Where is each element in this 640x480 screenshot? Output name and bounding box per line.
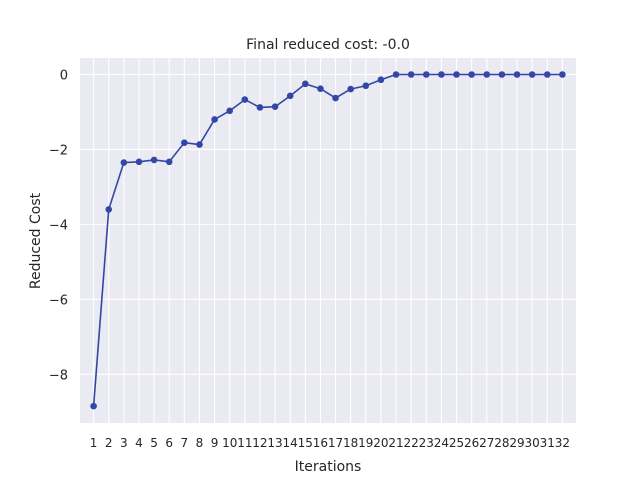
y-tick-label: −4	[49, 218, 68, 233]
data-point	[271, 103, 279, 111]
x-tick-label: 25	[449, 436, 464, 450]
data-point	[468, 71, 475, 78]
x-tick-label: 6	[165, 436, 173, 450]
data-point	[332, 94, 339, 102]
x-tick-label: 11	[237, 436, 252, 450]
data-point	[211, 116, 218, 123]
data-point	[422, 71, 430, 78]
x-tick-label: 4	[135, 436, 143, 450]
data-point	[135, 158, 143, 166]
x-tick-labels: 1 2 3 4 5 6 7 8 9 10 11 12 13 14 15 16 17 18 19 20 21 22 23 24 2…	[90, 436, 570, 450]
x-tick-label: 12	[252, 436, 267, 450]
data-point	[105, 206, 113, 213]
data-point	[196, 141, 203, 148]
x-tick-label: 23	[419, 436, 434, 450]
x-tick-label: 28	[494, 436, 509, 450]
x-tick-label: 21	[388, 436, 403, 450]
x-tick-label: 7	[181, 436, 189, 450]
data-point	[513, 71, 521, 78]
y-tick-label: −6	[49, 293, 68, 308]
data-point	[347, 85, 354, 93]
x-axis-label: Iterations	[295, 459, 362, 475]
x-tick-label: 20	[373, 436, 388, 450]
x-tick-label: 14	[283, 436, 298, 450]
data-point	[392, 71, 400, 78]
x-tick-label: 15	[298, 436, 313, 450]
x-tick-label: 27	[479, 436, 494, 450]
x-tick-label: 22	[404, 436, 419, 450]
x-tick-label: 17	[328, 436, 343, 450]
x-tick-label: 9	[211, 436, 219, 450]
data-point	[362, 82, 370, 90]
data-point	[377, 76, 385, 84]
x-tick-label: 10	[222, 436, 237, 450]
data-point	[165, 158, 173, 166]
x-tick-label: 24	[434, 436, 449, 450]
data-point	[483, 71, 491, 78]
data-point	[241, 96, 249, 103]
y-axis-label: Reduced Cost	[28, 192, 44, 289]
data-point	[453, 71, 460, 78]
x-tick-label: 26	[464, 436, 479, 450]
x-tick-label: 31	[540, 436, 555, 450]
data-point	[226, 107, 234, 115]
x-tick-label: 13	[267, 436, 282, 450]
data-point	[256, 104, 264, 111]
data-point	[438, 71, 445, 78]
data-point	[90, 402, 97, 410]
y-tick-label: −2	[49, 143, 68, 158]
data-point	[559, 71, 566, 78]
data-point	[181, 139, 188, 146]
data-point	[286, 92, 294, 100]
x-tick-label: 29	[509, 436, 524, 450]
x-tick-label: 8	[196, 436, 204, 450]
data-point	[317, 85, 324, 93]
data-point	[407, 71, 415, 78]
data-point	[150, 156, 158, 164]
plot-area	[80, 58, 576, 423]
data-point	[498, 71, 506, 78]
grid-lines	[80, 58, 576, 423]
x-tick-label: 3	[120, 436, 128, 450]
series-layer	[90, 71, 566, 410]
x-tick-label: 1	[90, 436, 98, 450]
x-tick-label: 16	[313, 436, 328, 450]
y-tick-labels: 0 −2 −4 −6 −8	[49, 68, 68, 383]
data-point	[120, 159, 128, 166]
x-tick-label: 30	[525, 436, 540, 450]
data-point	[528, 71, 536, 78]
data-point	[302, 80, 309, 88]
x-tick-label: 5	[150, 436, 158, 450]
chart-title: Final reduced cost: -0.0	[246, 37, 410, 53]
y-tick-label: −8	[49, 368, 68, 383]
x-tick-label: 18	[343, 436, 358, 450]
data-point	[543, 71, 551, 78]
x-tick-label: 19	[358, 436, 373, 450]
y-tick-label: 0	[60, 68, 68, 83]
x-tick-label: 32	[555, 436, 570, 450]
x-tick-label: 2	[105, 436, 113, 450]
